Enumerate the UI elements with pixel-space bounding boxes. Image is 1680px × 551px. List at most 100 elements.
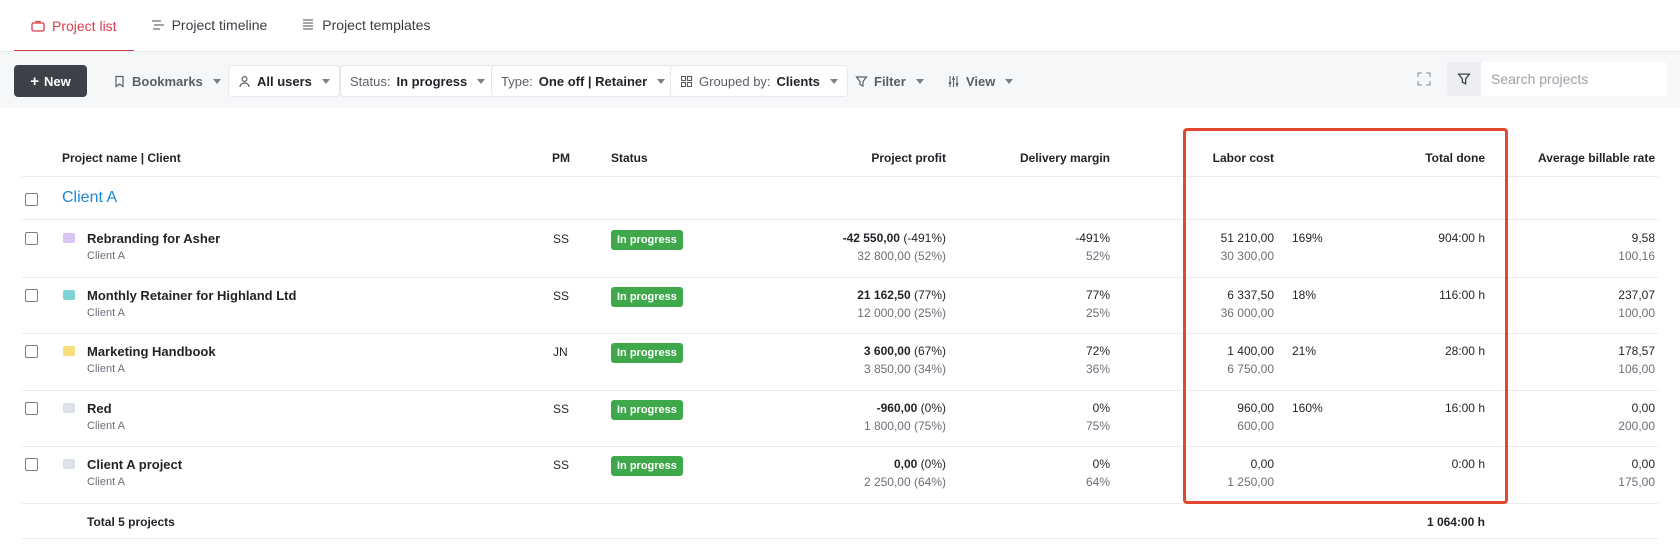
billable-rate-planned: 100,00 [1618, 305, 1655, 320]
header-average-billable-rate[interactable]: Average billable rate [1538, 151, 1655, 165]
group-name[interactable]: Client A [62, 189, 118, 206]
users-dropdown[interactable]: All users [228, 65, 340, 97]
row-divider [22, 538, 1658, 539]
header-total-done[interactable]: Total done [1425, 151, 1485, 165]
header-status[interactable]: Status [611, 151, 648, 165]
project-name[interactable]: Rebranding for Asher [87, 231, 221, 246]
project-icon [63, 346, 75, 356]
project-client: Client A [87, 250, 125, 262]
margin-value: 0% [1092, 400, 1110, 415]
total-done-value: 904:00 h [1438, 231, 1485, 245]
profit-amount: 21 162,50 [857, 287, 911, 302]
briefcase-icon [31, 20, 45, 32]
filter-dropdown[interactable]: Filter [846, 65, 933, 97]
tab-label: Project templates [322, 17, 431, 33]
margin-planned: 75% [1085, 418, 1110, 433]
chevron-down-icon [212, 78, 221, 84]
tab-project-list[interactable]: Project list [14, 0, 134, 52]
margin-planned: 64% [1085, 475, 1110, 489]
project-name[interactable]: Red [87, 400, 112, 416]
toolbar: + New Bookmarks All users Status: In pro… [0, 52, 1680, 108]
labor-cost-percent: 160% [1292, 400, 1323, 415]
row-checkbox[interactable] [25, 345, 38, 358]
profit-planned: 32 800,00 (52%) [857, 249, 946, 263]
plus-icon: + [30, 72, 40, 90]
row-divider [22, 446, 1658, 447]
grid-icon [680, 75, 693, 87]
margin-value: 77% [1085, 287, 1110, 302]
profit-planned: 1 800,00 (75%) [863, 418, 946, 433]
labor-cost-value: 6 337,50 [1227, 287, 1274, 302]
project-icon [63, 459, 75, 469]
tab-project-templates[interactable]: Project templates [284, 0, 447, 50]
bookmarks-label: Bookmarks [132, 73, 203, 89]
row-checkbox[interactable] [25, 458, 38, 471]
view-dropdown[interactable]: View [938, 65, 1022, 97]
filter-label: Filter [874, 73, 906, 89]
project-name[interactable]: Monthly Retainer for Highland Ltd [87, 287, 297, 303]
row-checkbox[interactable] [25, 232, 38, 245]
tab-project-timeline[interactable]: Project timeline [134, 0, 285, 50]
group-by-dropdown[interactable]: Grouped by: Clients [670, 65, 848, 97]
user-icon [239, 75, 250, 87]
profit-amount: 0,00 [893, 457, 918, 471]
new-button[interactable]: + New [14, 65, 87, 97]
project-name[interactable]: Client A project [87, 457, 183, 472]
profit-planned: 2 250,00 (64%) [863, 475, 946, 489]
status-badge: In progress [611, 399, 683, 420]
row-checkbox[interactable] [25, 401, 38, 415]
labor-cost-planned: 36 000,00 [1220, 305, 1274, 320]
labor-cost-percent: 169% [1292, 231, 1323, 245]
labor-cost-percent: 21% [1292, 344, 1317, 358]
filter-icon [855, 75, 868, 87]
billable-rate-value: 0,00 [1631, 457, 1655, 471]
labor-cost-planned: 30 300,00 [1220, 249, 1274, 263]
header-project-profit[interactable]: Project profit [871, 151, 946, 165]
project-icon [63, 289, 75, 300]
billable-rate-value: 0,00 [1631, 400, 1655, 415]
profit-value: -960,00 (0%) [877, 401, 946, 415]
status-value: In progress [396, 73, 468, 89]
margin-planned: 36% [1085, 362, 1110, 376]
header-delivery-margin[interactable]: Delivery margin [1019, 151, 1110, 165]
profit-percent: (67%) [913, 344, 946, 358]
total-done-value: 28:00 h [1444, 344, 1485, 358]
header-labor-cost[interactable]: Labor cost [1212, 151, 1274, 165]
users-value: All users [257, 73, 312, 89]
row-divider [22, 219, 1658, 220]
billable-rate-value: 178,57 [1618, 344, 1655, 358]
project-client: Client A [87, 419, 125, 432]
search-input[interactable] [1481, 62, 1666, 96]
profit-value: -42 550,00 (-491%) [843, 231, 946, 245]
timeline-icon [151, 20, 164, 30]
group-checkbox[interactable] [25, 193, 38, 206]
row-divider [22, 503, 1658, 504]
total-done-value: 16:00 h [1444, 400, 1485, 415]
margin-value: -491% [1075, 231, 1110, 245]
sliders-icon [948, 75, 959, 87]
chevron-down-icon [657, 78, 666, 84]
margin-planned: 25% [1085, 305, 1110, 320]
search-filter-button[interactable] [1447, 62, 1481, 96]
project-client: Client A [87, 476, 125, 488]
labor-cost-value: 0,00 [1250, 457, 1274, 471]
expand-icon[interactable] [1415, 70, 1433, 88]
tab-label: Project list [52, 18, 117, 34]
profit-percent: (-491%) [903, 231, 946, 245]
header-project-name[interactable]: Project name | Client [62, 151, 181, 165]
total-done: 1 064:00 h [1426, 515, 1485, 529]
bookmarks-dropdown[interactable]: Bookmarks [104, 65, 230, 97]
chevron-down-icon [1005, 78, 1014, 84]
billable-rate-planned: 175,00 [1618, 475, 1655, 489]
project-name[interactable]: Marketing Handbook [87, 344, 216, 359]
filter-icon [1457, 73, 1471, 85]
type-dropdown[interactable]: Type: One off | Retainer [491, 65, 676, 97]
row-checkbox[interactable] [25, 288, 38, 302]
status-dropdown[interactable]: Status: In progress [340, 65, 496, 97]
status-badge: In progress [611, 343, 683, 363]
profit-percent: (77%) [913, 287, 946, 302]
header-pm[interactable]: PM [552, 151, 570, 165]
project-pm: SS [553, 288, 570, 303]
billable-rate-value: 237,07 [1618, 287, 1655, 302]
project-pm: SS [553, 401, 570, 416]
